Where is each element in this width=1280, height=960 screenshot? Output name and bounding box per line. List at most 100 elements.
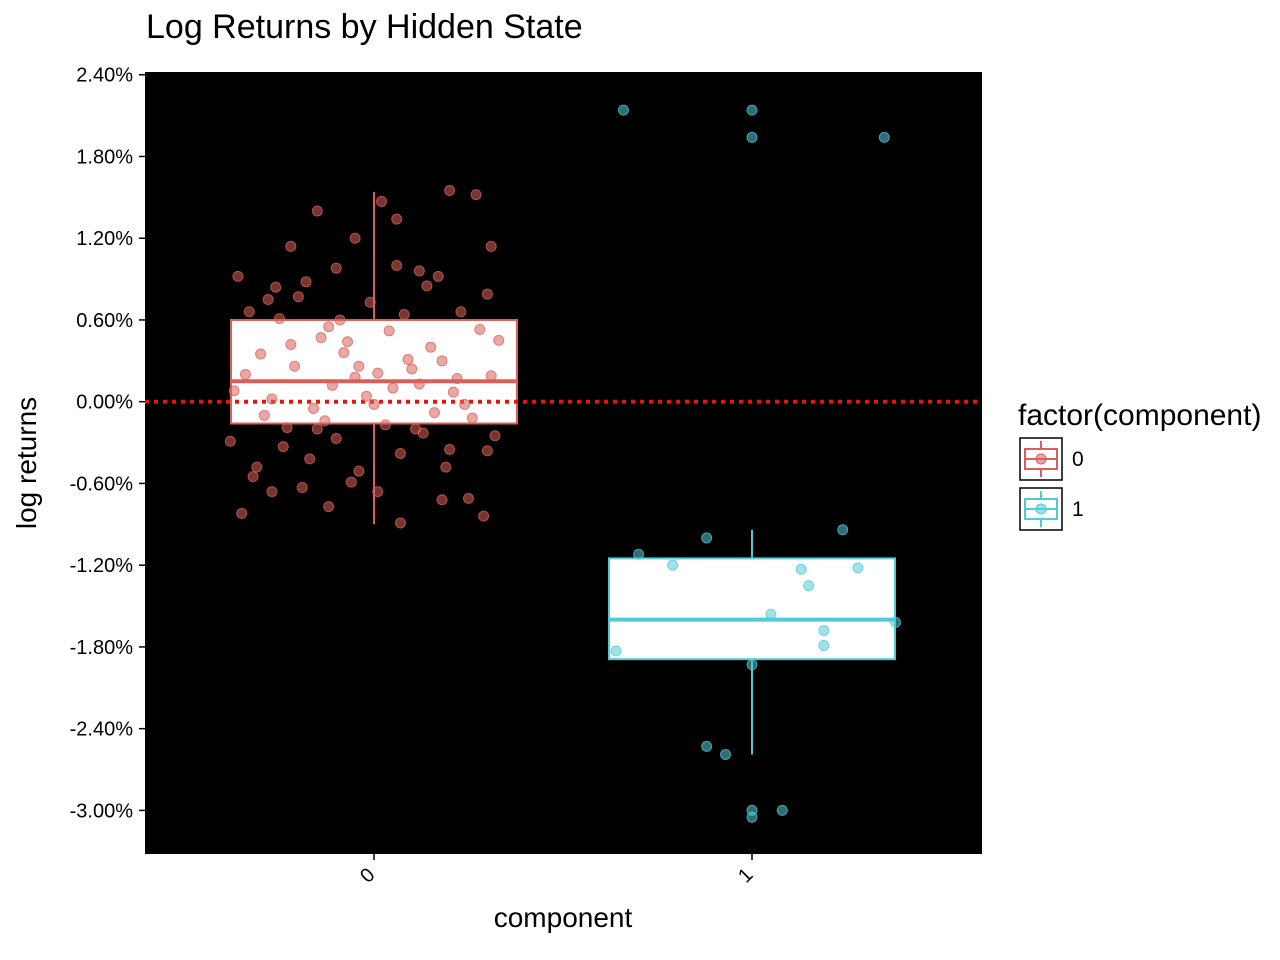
- y-axis-label: log returns: [11, 397, 42, 529]
- point-component-0: [466, 412, 478, 424]
- point-component-0: [394, 517, 406, 529]
- y-axis: 2.40% 1.80% 1.20% 0.60% 0.00% -0.60% -1.20% -1.…: [70, 65, 145, 822]
- point-component-0: [485, 370, 497, 382]
- point-component-0: [258, 409, 270, 421]
- point-component-1: [837, 524, 849, 536]
- point-component-0: [379, 419, 391, 431]
- point-component-0: [300, 276, 312, 288]
- point-component-0: [342, 336, 354, 348]
- y-tick-label: -0.60%: [70, 473, 134, 495]
- point-component-0: [349, 232, 361, 244]
- point-component-0: [391, 213, 403, 225]
- point-component-0: [292, 291, 304, 303]
- point-component-0: [338, 347, 350, 359]
- point-component-0: [239, 368, 251, 380]
- point-component-0: [474, 323, 486, 335]
- point-component-0: [402, 353, 414, 365]
- legend-point: [1035, 453, 1047, 465]
- point-component-0: [243, 306, 255, 318]
- point-component-1: [610, 645, 622, 657]
- point-component-0: [398, 309, 410, 321]
- chart-title: Log Returns by Hidden State: [146, 8, 583, 46]
- point-component-0: [440, 461, 452, 473]
- point-component-0: [364, 296, 376, 308]
- y-tick-label: 1.80%: [76, 146, 133, 168]
- point-component-0: [387, 382, 399, 394]
- point-component-0: [485, 240, 497, 252]
- point-component-1: [746, 811, 758, 823]
- point-component-0: [304, 453, 316, 465]
- point-component-1: [776, 804, 788, 816]
- y-tick-label: -1.20%: [70, 555, 134, 577]
- point-component-1: [633, 548, 645, 560]
- points-layer: [224, 104, 902, 823]
- box-1: [608, 529, 896, 755]
- point-component-0: [285, 240, 297, 252]
- point-component-0: [266, 393, 278, 405]
- point-component-0: [360, 390, 372, 402]
- point-component-0: [266, 486, 278, 498]
- point-component-0: [251, 461, 263, 473]
- point-component-0: [315, 332, 327, 344]
- point-component-0: [311, 423, 323, 435]
- point-component-0: [463, 492, 474, 504]
- point-component-0: [281, 422, 293, 434]
- boxes-layer: [230, 191, 896, 755]
- point-component-1: [765, 608, 777, 620]
- point-component-0: [236, 507, 248, 519]
- y-tick-label: 1.20%: [76, 228, 133, 250]
- point-component-0: [311, 205, 323, 217]
- point-component-0: [406, 363, 418, 375]
- point-component-1: [720, 749, 732, 761]
- point-component-0: [247, 471, 259, 483]
- x-axis-label: component: [494, 902, 633, 933]
- point-component-0: [481, 288, 493, 300]
- point-component-1: [746, 131, 758, 143]
- point-component-1: [701, 532, 713, 544]
- point-component-0: [232, 270, 244, 282]
- point-component-1: [818, 625, 830, 637]
- point-component-0: [413, 378, 425, 390]
- point-component-0: [353, 465, 365, 477]
- point-component-0: [228, 385, 240, 397]
- point-component-0: [394, 447, 406, 459]
- iqr-box: [608, 557, 896, 661]
- point-component-0: [289, 360, 301, 372]
- point-component-0: [349, 371, 361, 383]
- point-component-0: [432, 270, 444, 282]
- y-tick-label: 0.60%: [76, 310, 133, 332]
- point-component-0: [376, 195, 388, 207]
- point-component-0: [224, 435, 236, 447]
- x-tick-label: 0: [356, 864, 379, 887]
- point-component-1: [746, 659, 758, 671]
- point-component-1: [803, 580, 815, 592]
- point-component-0: [455, 306, 467, 318]
- legend-title: factor(component): [1018, 399, 1261, 432]
- point-component-1: [795, 563, 807, 575]
- point-component-0: [436, 355, 448, 367]
- point-component-0: [255, 348, 267, 360]
- point-component-1: [617, 104, 629, 116]
- point-component-0: [383, 325, 395, 337]
- y-tick-label: -2.40%: [70, 719, 134, 741]
- y-tick-label: 0.00%: [76, 392, 133, 414]
- point-component-1: [852, 562, 864, 574]
- point-component-0: [330, 432, 342, 444]
- legend-entry-1: 1: [1019, 487, 1084, 531]
- y-tick-label: 2.40%: [76, 65, 133, 87]
- point-component-0: [447, 386, 459, 398]
- point-component-1: [667, 559, 679, 571]
- point-component-0: [323, 501, 335, 513]
- point-component-0: [481, 445, 493, 457]
- plot-panel: [145, 72, 982, 854]
- point-component-0: [345, 476, 357, 488]
- point-component-0: [444, 185, 456, 197]
- point-component-0: [319, 415, 331, 427]
- point-component-0: [326, 379, 338, 391]
- point-component-0: [353, 360, 365, 372]
- point-component-0: [493, 334, 505, 346]
- point-component-0: [478, 510, 490, 522]
- point-component-0: [436, 494, 448, 506]
